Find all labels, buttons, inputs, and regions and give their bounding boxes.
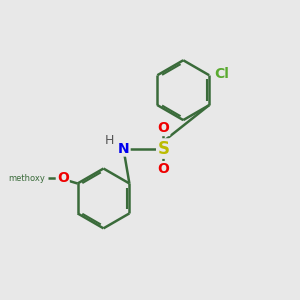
Text: S: S [157, 140, 169, 158]
Text: H: H [105, 134, 114, 147]
Text: N: N [118, 142, 129, 156]
Text: methoxy: methoxy [8, 174, 45, 183]
Text: O: O [158, 162, 169, 176]
Text: Cl: Cl [214, 67, 229, 81]
Text: O: O [57, 171, 69, 185]
Text: O: O [158, 121, 169, 135]
